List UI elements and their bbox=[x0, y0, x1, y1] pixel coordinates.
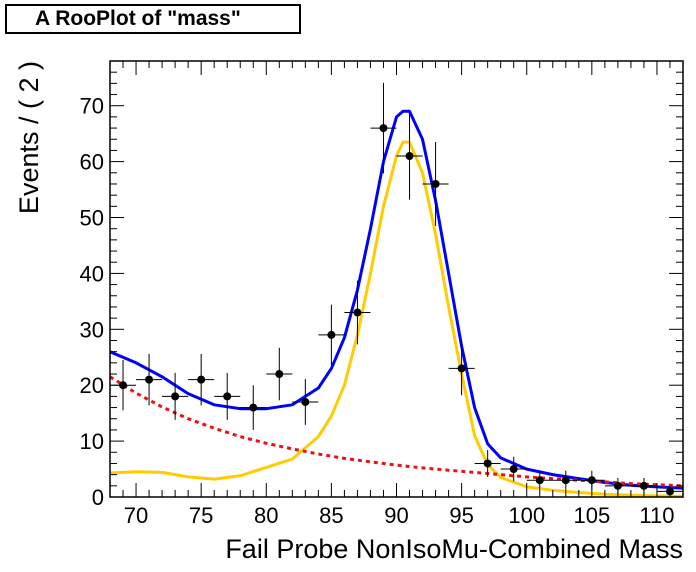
x-tick-label: 90 bbox=[384, 503, 408, 528]
data-marker bbox=[171, 392, 180, 401]
chart-title: A RooPlot of "mass" bbox=[35, 7, 241, 30]
y-tick-label: 40 bbox=[80, 261, 104, 286]
points-layer bbox=[110, 82, 683, 497]
data-point bbox=[266, 347, 293, 401]
data-point bbox=[344, 280, 371, 345]
x-tick-label: 110 bbox=[639, 503, 674, 528]
x-tick-label: 105 bbox=[573, 503, 610, 528]
data-marker bbox=[379, 124, 388, 133]
data-marker bbox=[405, 152, 414, 161]
curves-layer bbox=[109, 109, 684, 498]
y-tick-label: 0 bbox=[92, 485, 104, 510]
y-axis-title: Events / ( 2 ) bbox=[14, 61, 44, 214]
series-curve-2 bbox=[109, 375, 684, 488]
data-marker bbox=[431, 179, 440, 188]
data-point bbox=[474, 450, 501, 477]
y-tick-label: 10 bbox=[80, 429, 104, 454]
data-point bbox=[292, 379, 319, 425]
data-marker bbox=[561, 476, 570, 485]
data-marker bbox=[457, 364, 466, 373]
data-point bbox=[370, 82, 397, 174]
x-tick-label: 75 bbox=[189, 503, 213, 528]
data-marker bbox=[223, 392, 232, 401]
data-marker bbox=[327, 330, 336, 339]
x-tick-label: 70 bbox=[124, 503, 148, 528]
data-marker bbox=[483, 459, 492, 468]
x-tick-label: 80 bbox=[254, 503, 278, 528]
data-marker bbox=[275, 370, 284, 379]
chart-title-box: A RooPlot of "mass" bbox=[5, 4, 301, 34]
data-point bbox=[188, 353, 215, 406]
data-marker bbox=[353, 308, 362, 317]
data-marker bbox=[145, 375, 154, 384]
data-point bbox=[240, 385, 267, 430]
data-point bbox=[136, 353, 163, 406]
data-marker bbox=[197, 375, 206, 384]
x-tick-label: 100 bbox=[508, 503, 545, 528]
data-marker bbox=[301, 397, 310, 406]
data-point bbox=[604, 477, 631, 494]
y-tick-label: 30 bbox=[80, 317, 104, 342]
x-tick-label: 85 bbox=[319, 503, 343, 528]
data-point bbox=[552, 470, 579, 490]
data-marker bbox=[639, 481, 648, 490]
data-marker bbox=[535, 476, 544, 485]
data-point bbox=[214, 372, 241, 420]
data-point bbox=[162, 372, 189, 420]
x-axis-title: Fail Probe NonIsoMu-Combined Mass bbox=[225, 534, 683, 564]
y-tick-label: 60 bbox=[80, 150, 104, 175]
series-curve-0 bbox=[109, 109, 684, 490]
data-point bbox=[448, 341, 475, 396]
y-tick-label: 20 bbox=[80, 373, 104, 398]
y-tick-label: 50 bbox=[80, 206, 104, 231]
y-tick-label: 70 bbox=[80, 94, 104, 119]
axes-layer: 70 75 80 85 90 95 100 105 110 0 10 20 30 40 50 60 70 bbox=[80, 60, 684, 528]
data-point bbox=[318, 304, 345, 366]
data-point bbox=[526, 470, 553, 490]
data-point bbox=[500, 456, 527, 482]
series-curve-1 bbox=[109, 140, 684, 498]
data-marker bbox=[249, 403, 258, 412]
x-tick-label: 95 bbox=[449, 503, 473, 528]
data-marker bbox=[587, 476, 596, 485]
plot-frame bbox=[109, 60, 684, 498]
data-marker bbox=[509, 465, 518, 474]
data-point bbox=[396, 112, 423, 200]
data-point bbox=[422, 142, 449, 226]
data-marker bbox=[613, 481, 622, 490]
